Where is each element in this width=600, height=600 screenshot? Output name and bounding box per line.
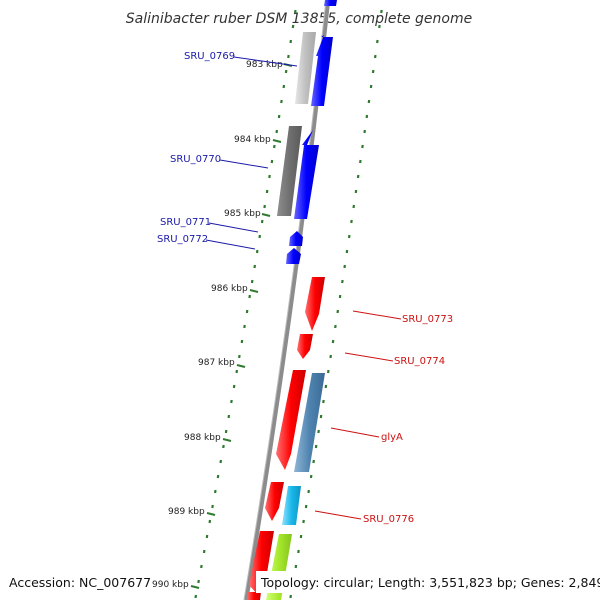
svg-text:SRU_0769: SRU_0769 bbox=[184, 51, 235, 62]
topology-bg bbox=[256, 571, 596, 593]
gene-label-sru-0771[interactable]: SRU_0771 bbox=[160, 217, 259, 233]
gene-sru-0771 bbox=[289, 231, 303, 246]
gene-label-sru-0772[interactable]: SRU_0772 bbox=[157, 234, 256, 250]
svg-text:984 kbp: 984 kbp bbox=[234, 135, 271, 145]
kbp-mark-986: 986 kbp bbox=[211, 284, 259, 294]
gene-glya bbox=[294, 373, 325, 472]
svg-text:990 kbp: 990 kbp bbox=[152, 580, 189, 590]
gene-label-sru-0776[interactable]: SRU_0776 bbox=[314, 510, 414, 525]
tick-track-left bbox=[194, 9, 297, 599]
gene-sru-0776 bbox=[282, 486, 301, 525]
gene-sru-0770 bbox=[294, 130, 319, 219]
svg-text:SRU_0771: SRU_0771 bbox=[160, 217, 211, 228]
gene-top-partial bbox=[324, 0, 337, 6]
map-title: Salinibacter ruber DSM 13855, complete g… bbox=[126, 11, 472, 27]
gene-red-bottom bbox=[249, 531, 274, 595]
svg-text:987 kbp: 987 kbp bbox=[198, 358, 235, 368]
gene-sru-0769 bbox=[311, 35, 333, 106]
svg-text:SRU_0772: SRU_0772 bbox=[157, 234, 208, 245]
gene-label-glya[interactable]: glyA bbox=[330, 427, 403, 443]
svg-text:SRU_0770: SRU_0770 bbox=[170, 154, 221, 165]
svg-text:SRU_0774: SRU_0774 bbox=[394, 356, 445, 367]
svg-text:988 kbp: 988 kbp bbox=[184, 433, 221, 443]
gene-label-sru-0769[interactable]: SRU_0769 bbox=[184, 51, 298, 67]
kbp-mark-990: 990 kbp bbox=[152, 580, 200, 590]
gene-red-small bbox=[265, 482, 284, 521]
svg-text:989 kbp: 989 kbp bbox=[168, 507, 205, 517]
gene-red-large bbox=[276, 370, 306, 470]
gene-sru-0774 bbox=[297, 334, 313, 359]
svg-text:SRU_0776: SRU_0776 bbox=[363, 514, 414, 525]
gene-label-sru-0770[interactable]: SRU_0770 bbox=[170, 154, 269, 169]
gene-gray-light bbox=[295, 32, 316, 104]
svg-text:986 kbp: 986 kbp bbox=[211, 284, 248, 294]
gene-red-tail bbox=[247, 592, 261, 600]
kbp-mark-984: 984 kbp bbox=[234, 135, 282, 145]
kbp-mark-989: 989 kbp bbox=[168, 507, 216, 517]
kbp-mark-987: 987 kbp bbox=[198, 358, 246, 368]
topology-text: Topology: circular; Length: 3,551,823 bp… bbox=[260, 575, 600, 590]
accession-bg bbox=[4, 571, 146, 593]
accession-text: Accession: NC_007677 bbox=[9, 575, 151, 590]
svg-text:983 kbp: 983 kbp bbox=[246, 60, 283, 70]
gene-sru-0773 bbox=[305, 277, 325, 331]
kbp-mark-985: 985 kbp bbox=[224, 209, 271, 219]
svg-text:glyA: glyA bbox=[381, 432, 403, 443]
gene-label-sru-0773[interactable]: SRU_0773 bbox=[352, 310, 453, 325]
kbp-scale: 983 kbp 984 kbp 985 kbp 986 kbp 987 kbp … bbox=[152, 60, 293, 590]
gene-gray-dark bbox=[277, 126, 302, 216]
gene-sru-0772 bbox=[286, 248, 301, 264]
svg-text:SRU_0773: SRU_0773 bbox=[402, 314, 453, 325]
gene-label-sru-0774[interactable]: SRU_0774 bbox=[344, 352, 445, 367]
svg-text:985 kbp: 985 kbp bbox=[224, 209, 261, 219]
kbp-mark-988: 988 kbp bbox=[184, 433, 232, 443]
